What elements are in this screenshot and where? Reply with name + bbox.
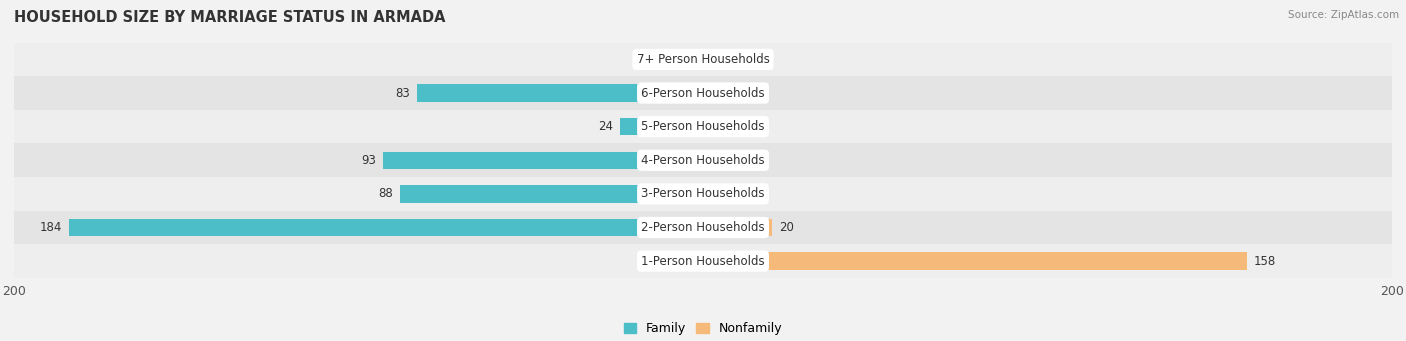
Bar [399,185,703,203]
Bar [703,151,731,169]
Text: 158: 158 [1254,255,1277,268]
Bar [703,118,731,135]
Bar [14,110,1392,144]
Text: 2-Person Households: 2-Person Households [641,221,765,234]
Bar [14,43,1392,76]
Text: 0: 0 [738,87,745,100]
Text: 4-Person Households: 4-Person Households [641,154,765,167]
Text: 0: 0 [738,53,745,66]
Bar [703,252,1247,270]
Text: 88: 88 [378,188,392,201]
Bar [703,84,731,102]
Bar [382,151,703,169]
Bar [418,84,703,102]
Text: 3-Person Households: 3-Person Households [641,188,765,201]
Text: 24: 24 [599,120,613,133]
Text: Source: ZipAtlas.com: Source: ZipAtlas.com [1288,10,1399,20]
Text: 5-Person Households: 5-Person Households [641,120,765,133]
Bar [703,219,772,236]
Bar [703,185,713,203]
Text: HOUSEHOLD SIZE BY MARRIAGE STATUS IN ARMADA: HOUSEHOLD SIZE BY MARRIAGE STATUS IN ARM… [14,10,446,25]
Text: 93: 93 [361,154,375,167]
Text: 20: 20 [779,221,793,234]
Bar [14,244,1392,278]
Text: 4: 4 [675,53,682,66]
Text: 7+ Person Households: 7+ Person Households [637,53,769,66]
Text: 1-Person Households: 1-Person Households [641,255,765,268]
Bar [14,144,1392,177]
Bar [14,211,1392,244]
Text: 184: 184 [39,221,62,234]
Text: 0: 0 [738,120,745,133]
Text: 83: 83 [395,87,411,100]
Text: 3: 3 [720,188,727,201]
Text: 0: 0 [738,154,745,167]
Bar [620,118,703,135]
Bar [14,177,1392,211]
Bar [69,219,703,236]
Legend: Family, Nonfamily: Family, Nonfamily [619,317,787,340]
Bar [689,51,703,68]
Bar [703,51,731,68]
Bar [14,76,1392,110]
Text: 6-Person Households: 6-Person Households [641,87,765,100]
